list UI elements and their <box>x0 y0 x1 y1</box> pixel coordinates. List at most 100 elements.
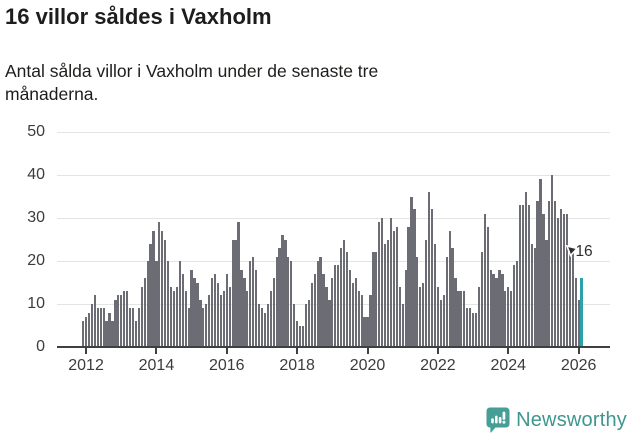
bar <box>577 299 580 347</box>
bar <box>313 273 316 347</box>
bar <box>559 209 563 347</box>
bar <box>410 196 413 347</box>
bar <box>363 316 366 347</box>
latest-value-label: 16 <box>575 243 593 260</box>
bar <box>155 261 158 347</box>
bar <box>392 230 396 347</box>
bar <box>389 218 393 347</box>
bar <box>272 278 275 347</box>
bar <box>469 308 472 347</box>
bar <box>369 295 372 347</box>
bar <box>278 248 281 347</box>
bar <box>158 222 161 347</box>
x-axis-tick <box>577 348 580 354</box>
bar <box>172 291 176 347</box>
bar <box>114 299 117 347</box>
bar <box>257 304 261 347</box>
brand-name: Newsworthy <box>516 408 627 431</box>
bar <box>337 265 340 347</box>
x-axis-tick <box>225 348 228 354</box>
bar <box>105 321 108 347</box>
newsworthy-logo-icon <box>486 407 510 433</box>
x-axis-tick <box>155 348 158 354</box>
bar <box>178 261 181 347</box>
bar <box>307 299 310 347</box>
bar <box>419 286 422 347</box>
bar <box>90 304 94 347</box>
bar <box>565 213 569 347</box>
bar <box>422 282 425 347</box>
bar <box>128 308 132 347</box>
bar <box>433 243 437 347</box>
brand-footer: Newsworthy <box>486 407 627 433</box>
bar <box>527 205 530 347</box>
bar <box>225 273 228 347</box>
bar <box>187 308 190 347</box>
x-axis-tick-label: 2012 <box>68 357 104 374</box>
bar <box>84 316 88 347</box>
x-axis-tick-label: 2016 <box>208 357 245 374</box>
bar <box>536 200 539 347</box>
x-axis-line <box>57 346 610 349</box>
bar <box>316 261 319 347</box>
gridline <box>57 131 610 133</box>
bar <box>149 243 152 347</box>
bar <box>123 291 126 347</box>
gridline <box>57 174 610 176</box>
bar <box>293 304 296 347</box>
bar <box>334 265 337 347</box>
bar <box>568 248 571 347</box>
bar <box>181 273 184 347</box>
bar <box>137 308 140 347</box>
bar-highlight-latest <box>580 278 584 347</box>
bar <box>310 282 313 347</box>
bar <box>190 269 193 347</box>
bar <box>125 291 129 347</box>
x-axis-tick-label: 2024 <box>490 357 527 374</box>
bar <box>574 278 577 347</box>
bar <box>398 286 401 347</box>
x-axis-tick-label: 2026 <box>560 357 597 374</box>
bar <box>533 248 536 347</box>
y-axis-tick-label: 40 <box>27 166 45 183</box>
bar <box>120 295 123 347</box>
bar <box>401 304 404 347</box>
bar <box>117 295 120 347</box>
bar <box>466 308 469 347</box>
bar <box>457 291 460 347</box>
bar <box>571 252 574 347</box>
annotation-arrow-icon <box>566 244 579 263</box>
x-axis-tick-label: 2020 <box>349 357 386 374</box>
bar <box>304 304 308 347</box>
bar <box>222 291 225 347</box>
y-axis-tick-label: 30 <box>27 209 45 226</box>
bar <box>548 200 551 347</box>
bar <box>199 299 202 347</box>
x-axis-tick-label: 2014 <box>138 357 175 374</box>
bar <box>325 286 328 347</box>
bar <box>196 282 199 347</box>
bar <box>486 226 489 347</box>
bar <box>381 218 384 347</box>
bar <box>427 192 431 347</box>
bar <box>82 321 85 347</box>
bar <box>451 248 454 347</box>
bar <box>474 312 478 347</box>
bar <box>378 222 381 347</box>
bar <box>354 278 357 347</box>
bar <box>413 209 416 347</box>
bar <box>208 295 211 347</box>
bar <box>298 325 302 347</box>
bar <box>184 291 187 347</box>
bar <box>111 321 114 347</box>
bar <box>287 256 290 347</box>
bar <box>266 304 269 347</box>
gridline <box>57 260 610 262</box>
bar <box>515 261 519 347</box>
bar <box>140 286 143 347</box>
bar <box>99 308 102 347</box>
bar <box>471 312 475 347</box>
bar <box>254 269 258 347</box>
